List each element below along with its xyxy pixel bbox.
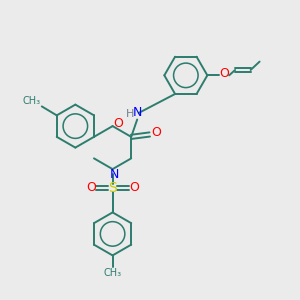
Text: CH₃: CH₃ — [22, 96, 40, 106]
Text: O: O — [152, 126, 161, 139]
Text: O: O — [113, 117, 123, 130]
Text: O: O — [129, 181, 139, 194]
Text: O: O — [219, 67, 229, 80]
Text: H: H — [125, 109, 134, 119]
Text: N: N — [110, 168, 119, 181]
Text: CH₃: CH₃ — [103, 268, 122, 278]
Text: S: S — [108, 181, 117, 195]
Text: N: N — [133, 106, 142, 119]
Text: O: O — [86, 181, 96, 194]
